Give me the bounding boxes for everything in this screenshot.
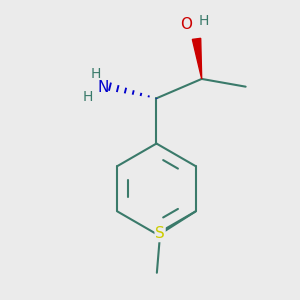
Text: N: N — [98, 80, 109, 95]
Text: H: H — [199, 14, 209, 28]
Text: S: S — [155, 226, 165, 242]
Polygon shape — [192, 38, 202, 79]
Text: H: H — [82, 90, 92, 104]
Text: H: H — [91, 67, 101, 81]
Text: O: O — [180, 17, 192, 32]
